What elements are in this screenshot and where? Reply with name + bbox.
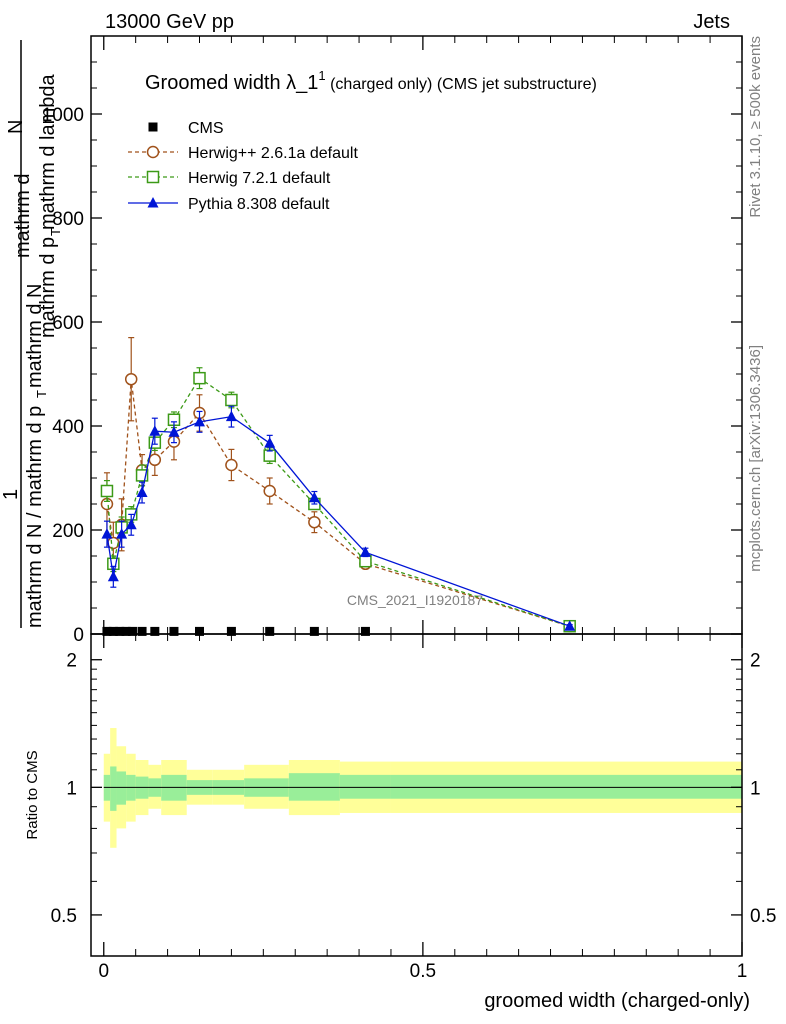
title-part1: Groomed width — [145, 72, 286, 94]
ratio-band-inner — [110, 766, 117, 811]
legend: CMS Herwig++ 2.6.1a default Herwig 7.2.1 d… — [128, 120, 358, 213]
data-point-pythia — [225, 410, 237, 422]
side-label-rivet: Rivet 3.1.10, ≥ 500k events — [747, 36, 764, 218]
data-point-herwig-pp — [225, 458, 238, 472]
y-label-num-t: T — [48, 228, 63, 236]
legend-marker — [147, 197, 159, 208]
data-point-cms — [102, 626, 112, 636]
main-axis-ticks: 0 200 400 600 800 1000 — [42, 61, 742, 646]
legend-marker — [146, 145, 160, 159]
title-sup: 1 — [318, 68, 325, 83]
y-label-num-line2: mathrm d p — [37, 237, 59, 338]
ratio-band-inner — [390, 774, 742, 799]
data-point-herwig-pp — [124, 372, 138, 386]
ratio-y-tick-label: 2 — [66, 651, 77, 672]
data-point-herwig7 — [359, 554, 372, 568]
data-point-herwig-pp — [148, 453, 162, 467]
x-tick-label: 0 — [98, 961, 109, 982]
y-axis-label-main: mathrm d N mathrm d p T mathrm d lambda … — [0, 40, 63, 628]
y-tick-label: 1000 — [42, 105, 84, 126]
legend-label: Herwig++ 2.6.1a default — [188, 145, 358, 162]
header-left-label: 13000 GeV pp — [105, 11, 234, 33]
y-label-num-line3: mathrm d lambda — [37, 74, 59, 230]
data-point-cms — [360, 626, 370, 636]
ratio-y-tick-label-right: 2 — [750, 651, 761, 672]
x-tick-label: 0.5 — [410, 961, 436, 982]
y-axis-label-ratio: Ratio to CMS — [24, 750, 41, 839]
data-point-pythia — [264, 437, 276, 448]
x-axis-ticks: 0 0.5 1 — [98, 36, 747, 982]
plot-title: Groomed width λ_11 (charged only) (CMS j… — [145, 68, 597, 94]
data-point-herwig7 — [100, 484, 114, 498]
y-label-one: 1 — [0, 489, 22, 500]
title-part2: (charged only) (CMS jet substructure) — [326, 76, 597, 93]
y-tick-label: 400 — [52, 417, 84, 438]
data-point-pythia — [125, 518, 137, 530]
data-point-cms — [150, 626, 160, 636]
data-point-cms — [108, 626, 118, 636]
data-point-pythia — [149, 425, 161, 436]
ratio-y-tick-label: 0.5 — [51, 906, 77, 927]
main-series-group — [100, 337, 576, 636]
data-point-pythia — [101, 528, 113, 539]
data-point-pythia — [194, 415, 205, 427]
side-label-mcplots: mcplots.cern.ch [arXiv:1306.3436] — [747, 345, 764, 572]
data-point-herwig7 — [225, 393, 238, 407]
legend-marker — [146, 170, 160, 184]
data-point-cms — [121, 626, 131, 636]
y-label-num-n: N — [5, 120, 27, 134]
legend-label: Herwig 7.2.1 default — [188, 170, 331, 187]
x-axis-label: groomed width (charged-only) — [484, 990, 750, 1012]
data-point-herwig-pp — [263, 484, 276, 498]
y-tick-label: 600 — [52, 313, 84, 334]
data-point-herwig7 — [263, 449, 276, 462]
y-label-den: mathrm d N / mathrm d p — [24, 406, 46, 628]
title-symbol: λ_1 — [286, 72, 318, 94]
legend-label: CMS — [188, 120, 224, 137]
data-point-cms — [309, 626, 319, 636]
y-tick-label: 0 — [73, 625, 84, 646]
data-point-cms — [115, 626, 125, 636]
data-point-herwig7 — [193, 371, 206, 385]
data-point-cms — [169, 626, 179, 636]
y-tick-label: 200 — [52, 521, 84, 542]
header-right-label: Jets — [693, 11, 730, 33]
data-point-pythia — [168, 426, 180, 437]
legend-label: Pythia 8.308 default — [188, 196, 330, 213]
ratio-band-inner — [339, 774, 391, 799]
data-point-cms — [137, 626, 147, 636]
ratio-panel-frame — [90, 633, 743, 957]
ratio-y-tick-label: 1 — [66, 778, 77, 799]
series-line-pythia — [106, 415, 570, 627]
data-point-cms — [127, 626, 137, 636]
data-point-pythia — [359, 546, 371, 557]
ratio-axis-ticks: 0.5 0.5 1 1 2 2 — [51, 651, 777, 927]
y-label-den-t: T — [34, 390, 49, 398]
watermark: CMS_2021_I1920187 — [347, 592, 483, 608]
ratio-bands — [103, 728, 742, 848]
data-point-pythia — [116, 528, 128, 539]
data-point-cms — [265, 626, 275, 636]
data-point-herwig7 — [135, 469, 149, 482]
y-label-den-tail: mathrm d N — [24, 284, 46, 388]
ratio-y-tick-label-right: 0.5 — [750, 906, 776, 927]
y-tick-label: 800 — [52, 209, 84, 230]
ratio-y-tick-label-right: 1 — [750, 778, 761, 799]
legend-marker — [148, 122, 158, 132]
y-label-num-line1: mathrm d — [12, 174, 34, 258]
x-tick-label: 1 — [737, 961, 748, 982]
data-point-pythia — [136, 486, 148, 498]
ratio-band-inner — [116, 771, 127, 805]
data-point-pythia — [308, 491, 320, 503]
data-point-pythia — [107, 570, 119, 582]
data-point-pythia — [564, 620, 576, 631]
data-point-herwig-pp — [308, 515, 321, 529]
